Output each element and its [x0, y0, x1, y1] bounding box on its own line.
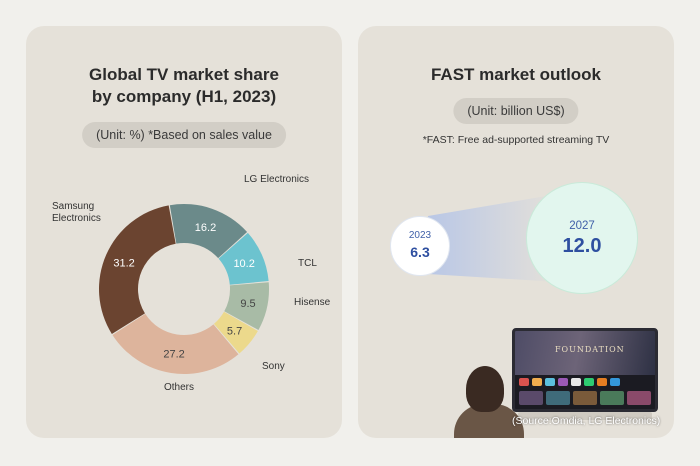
donut-label-tcl: TCL [298, 258, 317, 269]
fast-year-2027: 2027 [569, 220, 595, 232]
donut-label-lg-electronics: LG Electronics [244, 174, 309, 185]
donut-value-tcl: 10.2 [233, 258, 254, 270]
fast-footnote: *FAST: Free ad-supported streaming TV [422, 134, 610, 146]
fast-growth-beam [428, 194, 558, 282]
source-caption: (Source:Omdia, LG Electronics) [512, 415, 661, 427]
growth-beam-shape [428, 194, 558, 282]
donut-label-others: Others [164, 382, 194, 393]
donut-value-sony: 5.7 [227, 326, 242, 338]
donut-slice-tcl [218, 232, 269, 285]
fast-outlook-panel: FAST market outlook (Unit: billion US$) … [358, 26, 674, 438]
fast-bubble-2023: 2023 6.3 [390, 216, 450, 276]
tv-screen-banner [515, 331, 655, 375]
donut-value-hisense: 9.5 [240, 298, 255, 310]
donut-slice-lg-electronics [169, 204, 248, 259]
donut-slice-samsung-electronics [99, 205, 176, 334]
tv-stand [518, 412, 652, 420]
tv-thumbnail-row [519, 391, 651, 405]
donut-value-others: 27.2 [163, 349, 184, 361]
donut-slice-sony [213, 311, 258, 354]
fast-value-2027: 12.0 [562, 235, 602, 257]
fast-value-2023: 6.3 [410, 244, 430, 260]
donut-label-hisense: Hisense [294, 297, 331, 308]
tv-app-row [519, 378, 620, 386]
market-share-unit-note: (Unit: %) *Based on sales value [82, 122, 286, 148]
fast-year-2023: 2023 [408, 230, 432, 241]
market-share-title: Global TV market share by company (H1, 2… [26, 64, 342, 108]
fast-unit-note: (Unit: billion US$) [453, 98, 579, 124]
market-share-donut-chart: 16.2 10.2 9.5 5.7 27.2 31.2 LG Electronics TCL… [52, 174, 331, 393]
viewer-head [466, 366, 504, 412]
fast-bubble-2027: 2027 12.0 [526, 182, 638, 294]
fast-outlook-title: FAST market outlook [430, 65, 602, 84]
market-share-title-line2: by company (H1, 2023) [91, 87, 277, 106]
tv-illustration: FOUNDATION [512, 328, 658, 412]
market-share-panel: Global TV market share by company (H1, 2… [26, 26, 342, 438]
donut-value-lg-electronics: 16.2 [195, 222, 216, 234]
donut-slice-hisense [224, 282, 269, 331]
donut-label-samsung-electronics: Samsung Electronics [52, 201, 101, 224]
donut-value-samsung-electronics: 31.2 [113, 258, 134, 270]
tv-banner-text: FOUNDATION [555, 345, 625, 354]
donut-slice-others [112, 313, 239, 375]
donut-label-sony: Sony [262, 361, 285, 372]
market-share-title-line1: Global TV market share [89, 65, 279, 84]
